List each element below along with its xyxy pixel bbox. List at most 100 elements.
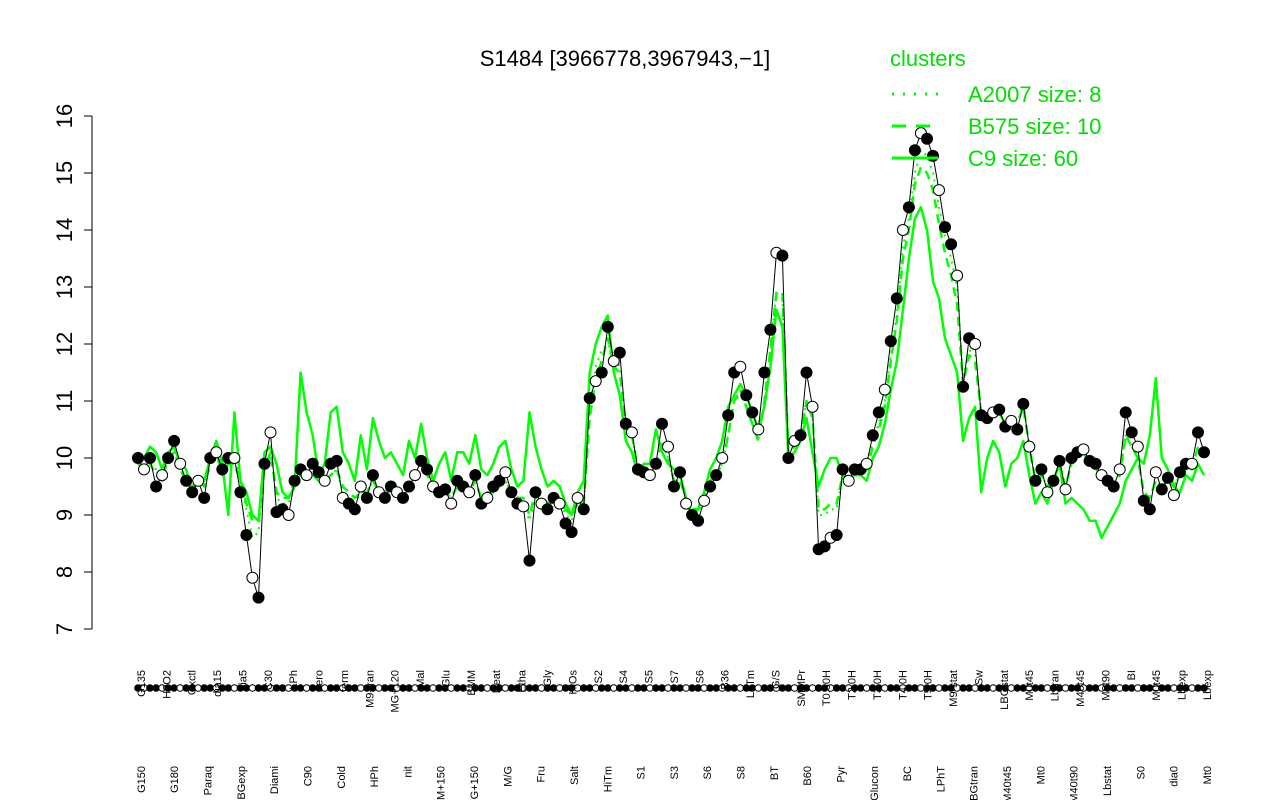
data-point [439, 483, 452, 496]
data-point [595, 366, 608, 379]
x-tick-label-lower: Glucon [869, 766, 881, 800]
y-tick-label: 11 [52, 390, 77, 413]
x-marker [1200, 684, 1208, 692]
data-point [132, 452, 144, 464]
data-point [878, 383, 891, 396]
data-point [746, 406, 759, 419]
x-tick-label-upper: C30 [263, 670, 275, 690]
x-tick-label-upper: S4 [618, 670, 630, 683]
x-tick-label-lower: LPhT [935, 766, 947, 793]
data-point [252, 591, 265, 604]
data-point [186, 486, 199, 499]
data-point [583, 392, 596, 405]
x-tick-label-upper: Heat [491, 670, 503, 693]
data-point [577, 503, 590, 516]
x-tick-label-upper: Lbexp [1202, 670, 1214, 700]
x-tick-label-upper: dia5 [237, 670, 249, 691]
x-tick-label-upper: T0.30H [821, 670, 833, 706]
data-point [1192, 426, 1204, 439]
data-point [1077, 443, 1090, 456]
y-tick-label: 8 [52, 566, 77, 578]
legend: clusters A2007 size: 8 B575 size: 10 C9 … [890, 46, 1101, 171]
y-tick-label: 16 [52, 104, 77, 128]
data-point [933, 184, 945, 197]
data-point [246, 571, 259, 584]
data-point [469, 469, 482, 482]
data-point [150, 480, 163, 493]
data-point [210, 446, 223, 459]
y-tick-label: 9 [52, 509, 77, 521]
data-point [415, 454, 428, 467]
data-point [378, 491, 391, 504]
data-point [890, 292, 903, 305]
data-point [619, 417, 632, 430]
data-point [649, 457, 662, 470]
x-tick-label-upper: M9-stat [948, 670, 960, 707]
data-point [1017, 397, 1030, 410]
data-point [216, 463, 229, 476]
data-point [162, 452, 175, 464]
data-point [318, 474, 331, 487]
x-tick-label-upper: LPh [288, 670, 300, 690]
data-point [264, 426, 277, 439]
data-point [613, 346, 626, 359]
data-point [144, 452, 156, 464]
data-point [1137, 494, 1150, 507]
x-tick-label-upper: HiOs [567, 670, 579, 695]
x-tick-label-lower: Mt0 [1202, 766, 1214, 784]
x-tick-label-lower: Cold [336, 766, 348, 789]
x-tick-label-upper: M40t45 [1075, 670, 1087, 707]
data-point [842, 474, 855, 487]
data-point [360, 491, 373, 504]
data-point [1173, 466, 1186, 479]
data-point [662, 440, 674, 453]
data-point [234, 486, 247, 499]
data-point [180, 474, 193, 487]
data-point [1011, 423, 1024, 436]
x-tick-label-lower: dia0 [1169, 766, 1181, 787]
data-point [734, 360, 747, 373]
x-tick-label-upper: Gly [542, 670, 554, 687]
y-tick-label: 15 [52, 161, 77, 185]
data-point [601, 320, 614, 333]
x-tick-label-lower: G150 [136, 766, 148, 793]
data-point [1047, 474, 1060, 487]
y-tick-label: 7 [52, 623, 77, 635]
data-point [1198, 446, 1210, 459]
data-point [282, 509, 295, 521]
data-point [1186, 457, 1198, 470]
data-point [656, 417, 668, 430]
x-tick-label-lower: Diami [269, 766, 281, 794]
data-point [288, 474, 301, 487]
data-point [674, 466, 686, 479]
x-axis: G135 H2O2 Oxctl dia15 dia5 C30 LPh aero ferm M9-t… [134, 669, 1214, 800]
data-point [397, 491, 409, 504]
data-point [571, 491, 584, 504]
data-point [1005, 414, 1018, 427]
data-point [354, 480, 367, 493]
x-tick-label-upper: S7 [669, 670, 681, 683]
x-tick-label-upper: T3.0H [872, 670, 884, 700]
data-point [228, 452, 241, 464]
data-point [1059, 483, 1072, 496]
data-point [541, 503, 554, 516]
data-point [493, 474, 506, 487]
data-point [927, 149, 939, 162]
x-tick-label-lower: BC [902, 766, 914, 781]
x-tick-label-upper: Lbexp [1177, 670, 1189, 700]
series-line-main [137, 132, 1205, 598]
data-point [902, 201, 915, 214]
data-point [1023, 440, 1036, 453]
data-point [951, 269, 964, 282]
x-tick-label-upper: ferm [339, 670, 351, 692]
x-tick-label-lower: C90 [302, 766, 314, 786]
data-point [722, 409, 735, 422]
data-point [800, 366, 813, 379]
data-point [884, 335, 897, 348]
x-tick-label-upper: G135 [136, 670, 148, 697]
x-tick-label-lower: M40t90 [1069, 766, 1081, 800]
data-point [505, 486, 518, 499]
x-tick-label-upper: Mal [415, 670, 427, 688]
x-tick-label-upper: M0t45 [1024, 670, 1036, 701]
